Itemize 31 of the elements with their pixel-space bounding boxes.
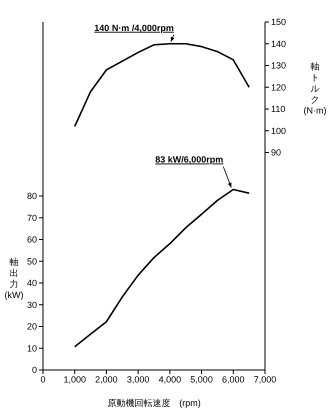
line-series	[74, 188, 250, 348]
y-axis-title: 軸出力(kW)	[4, 256, 24, 300]
y2-tick-label: 100	[271, 126, 286, 136]
y-tick-label: 60	[26, 234, 37, 245]
y2-tick-label: 90	[271, 148, 282, 158]
x-tick-label: 4,000	[158, 374, 182, 384]
y2-tick-label: 150	[271, 17, 286, 28]
y2-tick-label: 140	[271, 38, 286, 49]
x-axis-title: 原動機回転速度 (rpm)	[107, 398, 201, 408]
annotation: 140 N·m /4,000rpm	[94, 22, 174, 33]
y-tick-label: 30	[26, 300, 37, 310]
x-tick-label: 0	[40, 374, 46, 384]
line-series	[74, 42, 250, 128]
y-tick-label: 80	[26, 191, 37, 202]
x-tick-label: 6,000	[222, 374, 245, 384]
x-tick-label: 7,000	[254, 374, 276, 384]
x-tick-label: 5,000	[190, 374, 213, 384]
y-tick-label: 20	[26, 322, 37, 332]
x-tick-label: 2,000	[95, 374, 118, 384]
y-tick-label: 0	[32, 365, 37, 376]
x-tick-label: 1,000	[63, 374, 86, 384]
y2-tick-label: 120	[271, 82, 286, 92]
y2-axis-title: 軸トルク(N·m)	[304, 62, 326, 116]
annotation: 83 kW/6,000rpm	[155, 154, 224, 164]
y-tick-label: 70	[26, 212, 37, 223]
y-tick-label: 40	[26, 278, 37, 288]
y2-tick-label: 130	[271, 60, 286, 71]
y2-tick-label: 110	[271, 104, 286, 114]
x-tick-label: 3,000	[126, 374, 150, 384]
y-tick-label: 10	[26, 343, 37, 354]
y-tick-label: 50	[26, 256, 37, 266]
